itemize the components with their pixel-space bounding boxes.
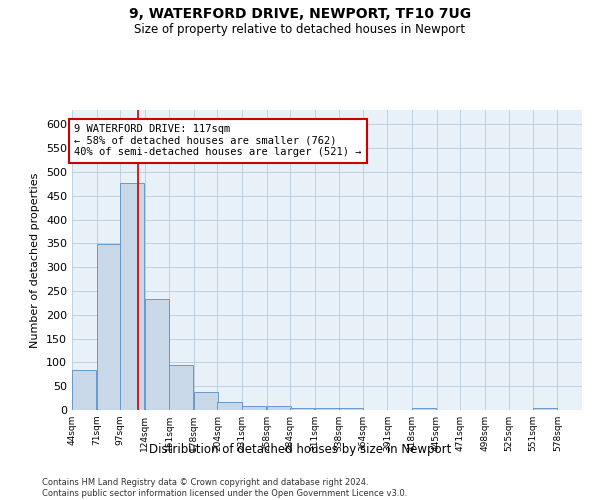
- Bar: [339, 408, 364, 410]
- Text: Contains HM Land Registry data © Crown copyright and database right 2024.
Contai: Contains HM Land Registry data © Crown c…: [42, 478, 407, 498]
- Text: 9 WATERFORD DRIVE: 117sqm
← 58% of detached houses are smaller (762)
40% of semi: 9 WATERFORD DRIVE: 117sqm ← 58% of detac…: [74, 124, 361, 158]
- Text: Distribution of detached houses by size in Newport: Distribution of detached houses by size …: [149, 442, 451, 456]
- Bar: [290, 408, 314, 410]
- Bar: [194, 392, 218, 410]
- Text: Size of property relative to detached houses in Newport: Size of property relative to detached ho…: [134, 22, 466, 36]
- Bar: [533, 408, 557, 410]
- Bar: [169, 365, 193, 410]
- Bar: [72, 370, 96, 410]
- Bar: [120, 183, 144, 410]
- Bar: [266, 406, 290, 410]
- Bar: [97, 244, 121, 410]
- Bar: [217, 402, 242, 410]
- Y-axis label: Number of detached properties: Number of detached properties: [31, 172, 40, 348]
- Bar: [145, 299, 169, 410]
- Bar: [412, 408, 436, 410]
- Bar: [315, 408, 339, 410]
- Text: 9, WATERFORD DRIVE, NEWPORT, TF10 7UG: 9, WATERFORD DRIVE, NEWPORT, TF10 7UG: [129, 8, 471, 22]
- Bar: [242, 406, 266, 410]
